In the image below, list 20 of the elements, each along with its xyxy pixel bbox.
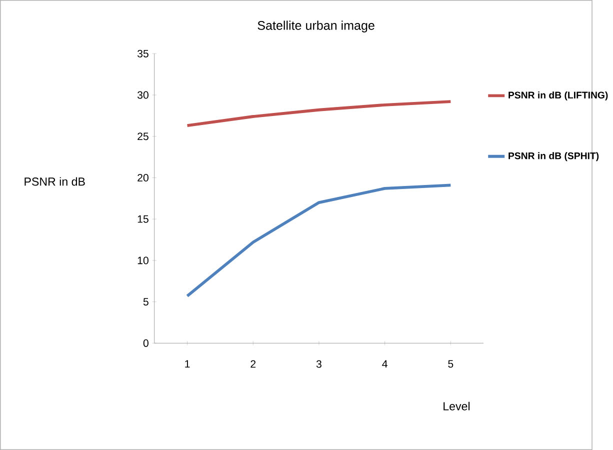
- y-tick-label: 35: [137, 50, 148, 58]
- y-tick-label: 5: [143, 298, 148, 306]
- line-series: [186, 100, 452, 128]
- x-axis-title: Level: [444, 402, 470, 410]
- x-tick-label: 1: [185, 360, 190, 368]
- x-tick-label: 5: [448, 360, 454, 368]
- line-series: [186, 184, 452, 298]
- legend-label: PSNR in dB (LIFTING): [508, 91, 608, 100]
- x-tick-label: 4: [382, 360, 388, 368]
- legend-label: PSNR in dB (SPHIT): [508, 152, 599, 162]
- y-tick-label: 0: [143, 339, 148, 347]
- y-tick-label: 30: [137, 91, 148, 99]
- y-axis-title: PSNR in dB: [24, 177, 85, 186]
- y-tick-label: 20: [138, 174, 148, 182]
- x-tick-label: 3: [316, 360, 322, 368]
- y-tick-label: 25: [138, 132, 148, 140]
- y-tick-label: 10: [138, 256, 148, 264]
- chart-title: Satellite urban image: [258, 20, 374, 32]
- x-tick-label: 2: [250, 360, 256, 368]
- y-tick-label: 15: [138, 215, 148, 223]
